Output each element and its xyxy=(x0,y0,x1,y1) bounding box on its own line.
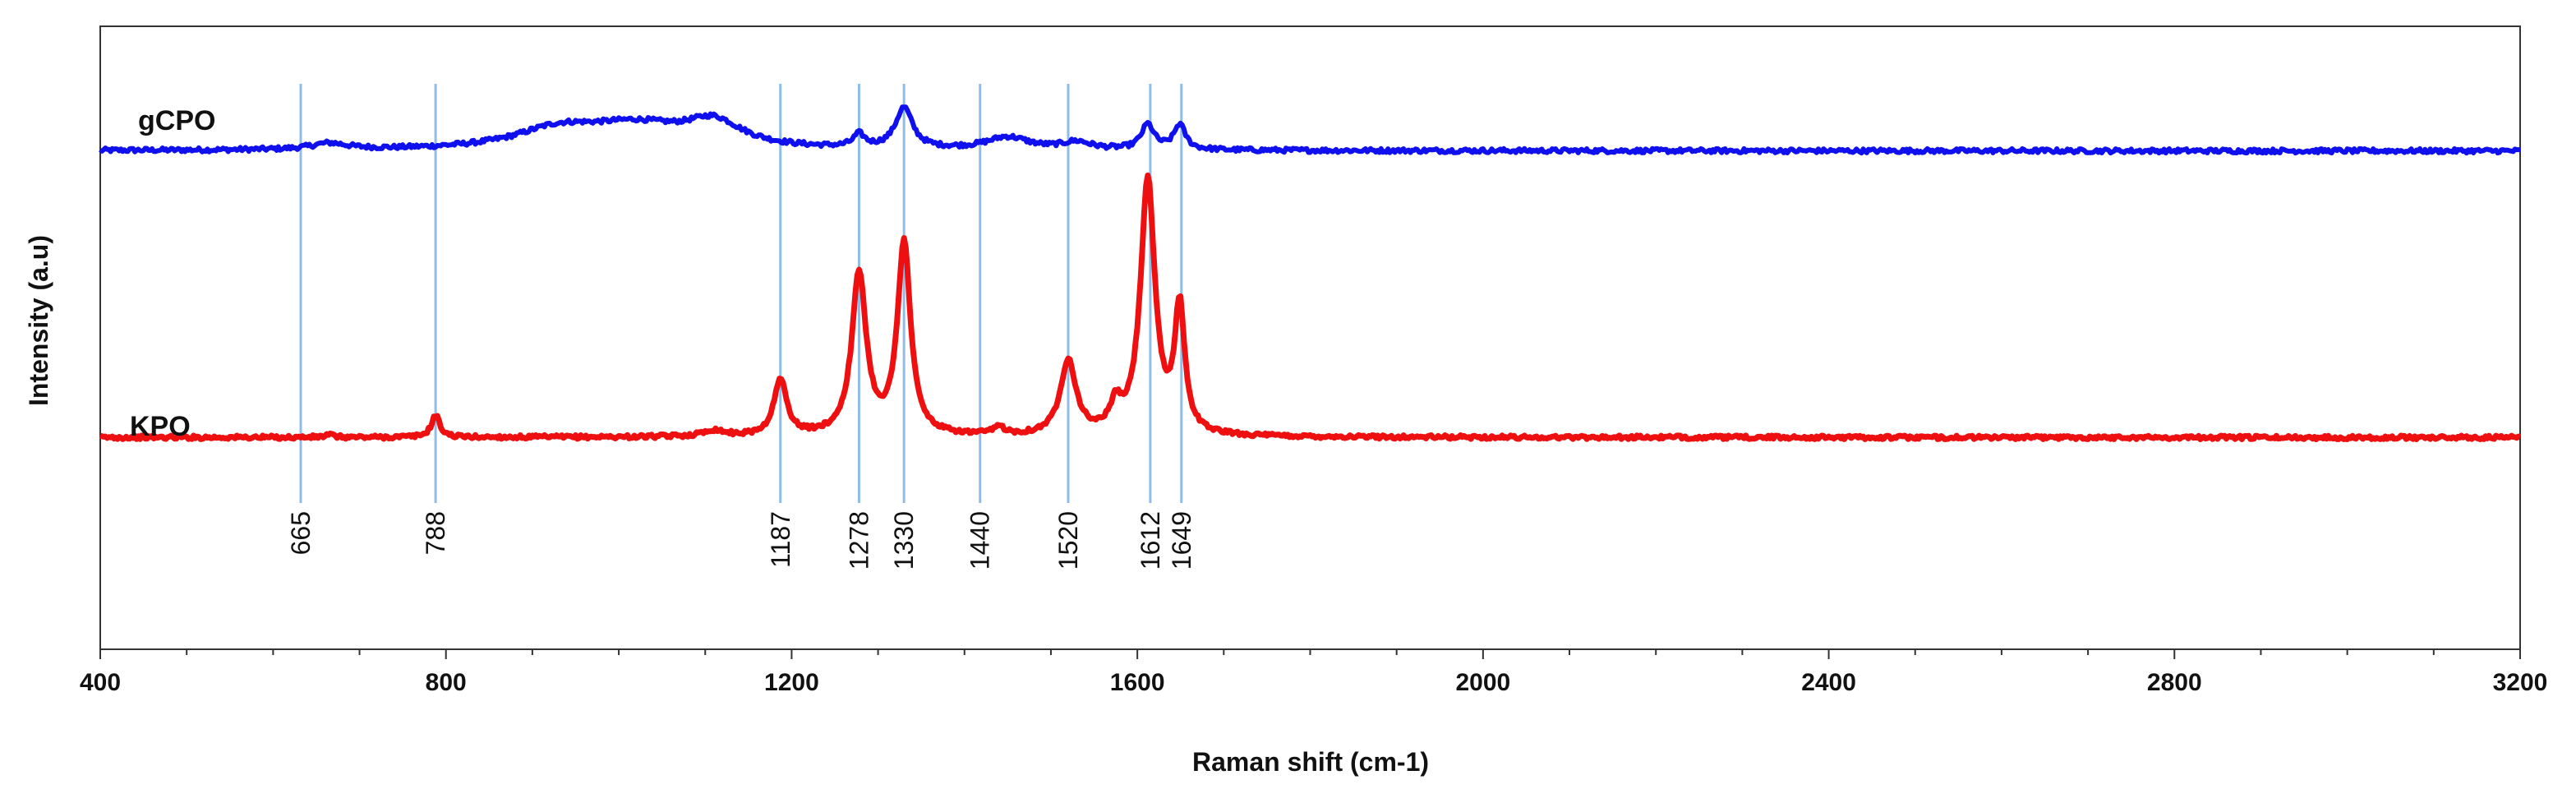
peak-label: 1330 xyxy=(889,511,919,570)
series-group xyxy=(99,104,2522,442)
y-axis-title: Intensity (a.u) xyxy=(24,235,53,406)
peak-label: 1187 xyxy=(766,511,795,568)
series-label-kpo: KPO xyxy=(130,411,191,442)
x-tick-label: 400 xyxy=(80,669,121,696)
series-line-gcpo xyxy=(99,104,2521,156)
x-tick-label: 2000 xyxy=(1455,669,1510,696)
x-tick-label: 3200 xyxy=(2493,669,2548,696)
peak-lines-group xyxy=(299,84,1183,503)
peak-label: 1278 xyxy=(844,511,873,570)
peak-label: 1520 xyxy=(1053,511,1083,570)
x-axis-title: Raman shift (cm-1) xyxy=(1192,747,1429,777)
series-line-kpo xyxy=(99,173,2522,442)
peak-label: 788 xyxy=(421,511,450,555)
x-tick-label: 2800 xyxy=(2147,669,2202,696)
x-tick-label: 2400 xyxy=(1801,669,1856,696)
x-tick-label: 1200 xyxy=(764,669,819,696)
x-tick-label: 1600 xyxy=(1110,669,1165,696)
peak-label: 1649 xyxy=(1167,511,1196,570)
peak-labels-group: 665 788 1187 1278 1330 1440 1520 1612 1649 xyxy=(286,511,1196,570)
peak-label: 665 xyxy=(286,511,316,555)
peak-label: 1612 xyxy=(1136,511,1165,570)
series-label-gcpo: gCPO xyxy=(138,105,215,136)
x-tick-label: 800 xyxy=(426,669,467,696)
plot-area-frame xyxy=(99,25,2521,650)
peak-label: 1440 xyxy=(965,511,995,570)
x-axis: 400 800 1200 1600 2000 2400 2800 3200 xyxy=(80,649,2547,696)
